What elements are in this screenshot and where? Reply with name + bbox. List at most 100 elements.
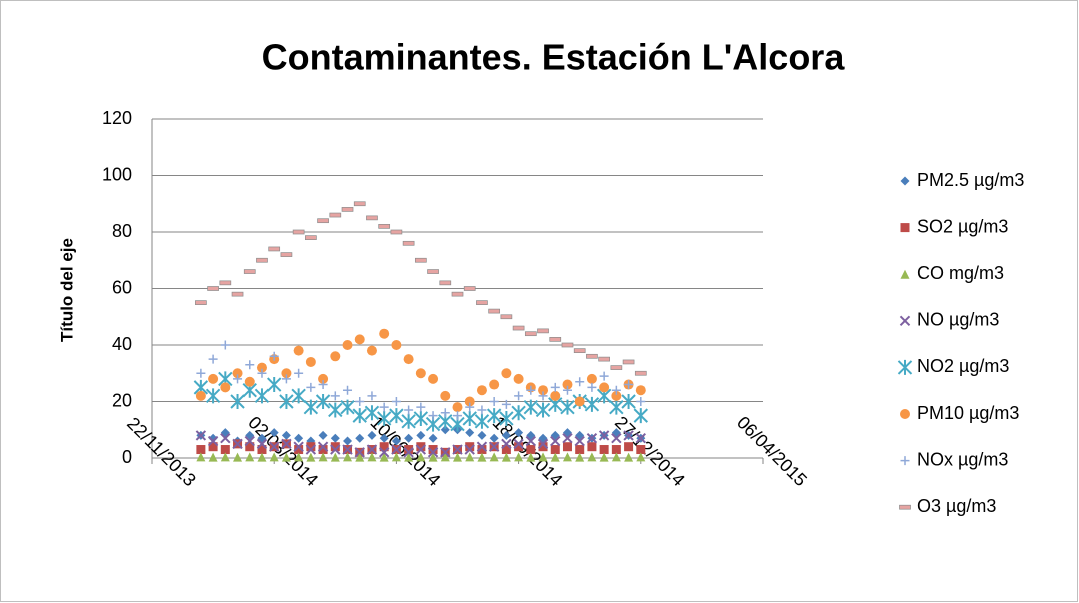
point: [477, 405, 487, 415]
legend-marker: [900, 456, 910, 466]
point: [611, 452, 621, 462]
point: [294, 452, 304, 462]
point: [624, 452, 634, 462]
point: [561, 342, 574, 348]
point: [378, 447, 390, 458]
point: [268, 441, 280, 452]
point: [342, 340, 353, 350]
point: [391, 397, 401, 406]
point: [587, 452, 597, 462]
point: [195, 300, 207, 305]
point: [268, 246, 281, 252]
point: [526, 445, 536, 455]
point: [220, 382, 231, 393]
y-tick-label: 0: [122, 447, 132, 467]
point: [379, 433, 389, 443]
point: [609, 399, 624, 415]
point: [635, 385, 646, 396]
point: [440, 425, 450, 435]
point: [452, 402, 463, 413]
point: [366, 444, 378, 455]
y-tick-label: 100: [102, 164, 132, 184]
point: [330, 444, 341, 455]
point: [489, 379, 500, 390]
point: [208, 452, 218, 462]
point: [623, 430, 634, 441]
point: [575, 377, 585, 387]
legend-label: NO µg/m3: [917, 310, 999, 330]
point: [379, 328, 390, 339]
point: [622, 359, 635, 365]
point: [550, 390, 561, 401]
y-axis-title: Título del eje: [57, 238, 76, 342]
point: [232, 438, 243, 450]
point: [196, 452, 206, 462]
point: [514, 452, 524, 462]
point: [291, 388, 306, 404]
point: [402, 240, 415, 246]
point: [476, 385, 487, 396]
point: [415, 368, 426, 379]
y-tick-label: 120: [102, 108, 132, 128]
point: [427, 269, 439, 274]
point: [367, 391, 377, 401]
point: [439, 280, 452, 286]
point: [440, 408, 450, 418]
point: [195, 430, 207, 441]
point: [512, 325, 525, 331]
point: [376, 410, 392, 426]
point: [294, 433, 304, 443]
point: [208, 373, 219, 384]
point: [233, 374, 243, 384]
point: [292, 229, 305, 235]
point: [428, 373, 439, 384]
point: [611, 385, 621, 395]
point: [315, 394, 331, 409]
point: [305, 444, 317, 455]
point: [318, 430, 328, 440]
point: [195, 390, 206, 401]
point: [489, 397, 499, 406]
point: [501, 445, 511, 455]
point: [330, 452, 340, 462]
point: [280, 252, 293, 257]
point: [428, 445, 438, 455]
point: [501, 399, 511, 409]
point: [355, 397, 365, 406]
point: [230, 394, 245, 409]
point: [574, 435, 585, 447]
point: [257, 445, 267, 455]
point: [488, 308, 501, 314]
point: [279, 394, 294, 409]
point: [391, 340, 402, 350]
point: [352, 408, 367, 424]
point: [562, 433, 573, 444]
point: [428, 411, 438, 421]
point: [389, 408, 404, 424]
point: [330, 442, 340, 452]
point: [353, 201, 366, 207]
chart-title: Contaminantes. Estación L'Alcora: [262, 37, 846, 78]
point: [477, 430, 487, 440]
legend-label: O3 µg/m3: [917, 496, 996, 516]
point: [550, 382, 560, 392]
point: [390, 229, 403, 235]
point: [318, 380, 328, 390]
point: [354, 447, 365, 458]
point: [465, 442, 475, 452]
legend-marker: [900, 176, 910, 186]
point: [207, 286, 219, 291]
point: [489, 452, 499, 462]
point: [343, 436, 353, 446]
point: [233, 452, 243, 462]
point: [586, 433, 598, 444]
point: [391, 444, 402, 455]
point: [538, 452, 548, 462]
point: [584, 396, 600, 412]
point: [451, 291, 464, 297]
point: [501, 452, 511, 462]
point: [245, 452, 255, 462]
point: [403, 447, 414, 458]
point: [599, 382, 610, 393]
